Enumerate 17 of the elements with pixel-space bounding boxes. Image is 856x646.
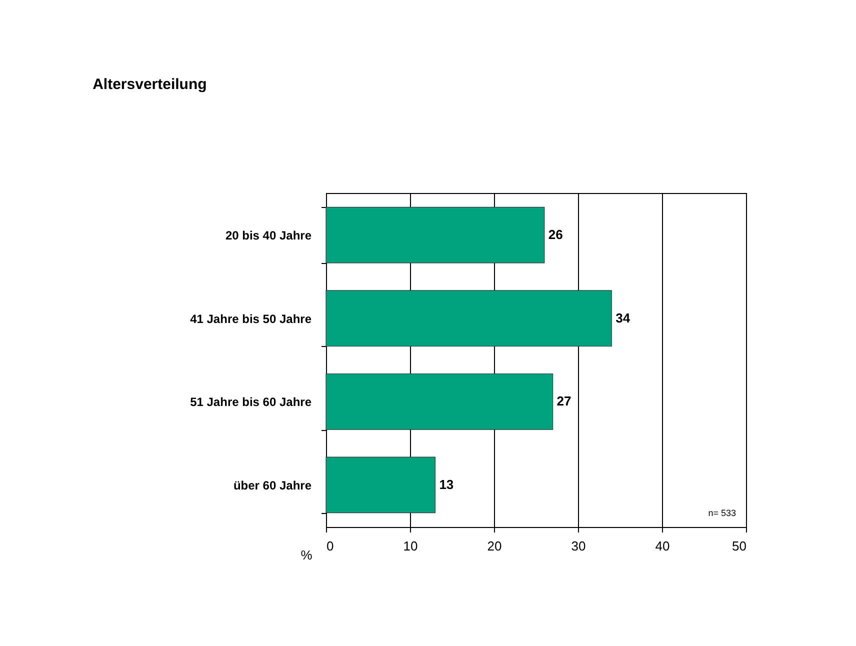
data-label: 34 [616, 310, 631, 326]
y-tick-label: 51 Jahre bis 60 Jahre [190, 395, 312, 410]
y-tick-label: über 60 Jahre [233, 478, 312, 492]
annotation: n= 533 [708, 508, 736, 518]
data-label: 13 [439, 476, 454, 492]
x-tick-label: 20 [487, 538, 502, 554]
x-tick-label: 30 [571, 538, 586, 554]
y-tick-label: 20 bis 40 Jahre [225, 228, 312, 243]
y-tick-label: 41 Jahre bis 50 Jahre [190, 312, 312, 326]
data-label: 26 [548, 227, 563, 242]
x-tick-label: 40 [655, 538, 670, 554]
x-tick-label: 10 [403, 538, 418, 554]
data-label: 27 [556, 394, 572, 409]
x-axis-title: % [300, 548, 313, 562]
text: Altersverteilung [92, 76, 207, 93]
x-tick-label: 0 [326, 538, 334, 554]
x-tick-label: 50 [732, 538, 746, 554]
